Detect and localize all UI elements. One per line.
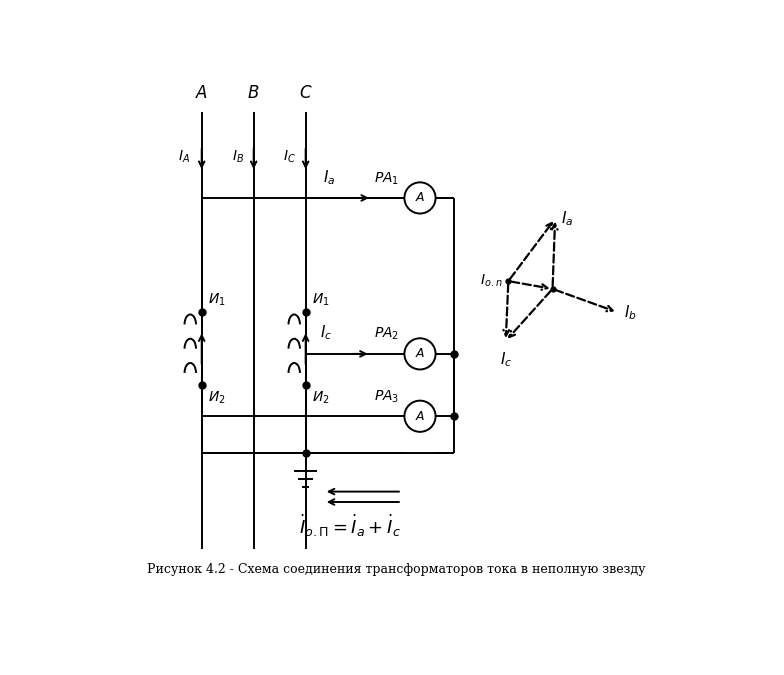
Text: $PA_1$: $PA_1$ <box>374 170 399 186</box>
Circle shape <box>405 401 436 432</box>
Text: $I_b$: $I_b$ <box>624 303 637 322</box>
Text: $I_C$: $I_C$ <box>284 148 296 165</box>
Text: $I_a$: $I_a$ <box>323 168 336 186</box>
Text: $C$: $C$ <box>299 85 312 102</box>
Text: $И_2$: $И_2$ <box>208 389 226 406</box>
Text: $PA_2$: $PA_2$ <box>374 326 399 342</box>
Text: $I_c$: $I_c$ <box>499 350 512 369</box>
Text: $\dot{I}_{o.\Pi} = \dot{I}_a + \dot{I}_c$: $\dot{I}_{o.\Pi} = \dot{I}_a + \dot{I}_c… <box>299 512 401 539</box>
Text: $A$: $A$ <box>415 410 425 423</box>
Text: $A$: $A$ <box>195 85 209 102</box>
Circle shape <box>405 182 436 213</box>
Text: $I_B$: $I_B$ <box>232 148 245 165</box>
Text: $I_{o.n}$: $I_{o.n}$ <box>480 273 502 290</box>
Text: $B$: $B$ <box>248 85 260 102</box>
Text: $A$: $A$ <box>415 348 425 360</box>
Text: $PA_3$: $PA_3$ <box>374 388 399 405</box>
Text: $И_1$: $И_1$ <box>312 292 329 308</box>
Text: $I_A$: $I_A$ <box>178 148 191 165</box>
Text: Рисунок 4.2 - Схема соединения трансформаторов тока в неполную звезду: Рисунок 4.2 - Схема соединения трансформ… <box>147 563 645 576</box>
Text: $I_c$: $I_c$ <box>321 324 332 342</box>
Text: $И_2$: $И_2$ <box>312 389 329 406</box>
Text: $A$: $A$ <box>415 192 425 205</box>
Text: $И_1$: $И_1$ <box>208 292 226 308</box>
Text: $I_a$: $I_a$ <box>561 209 574 228</box>
Circle shape <box>405 338 436 369</box>
